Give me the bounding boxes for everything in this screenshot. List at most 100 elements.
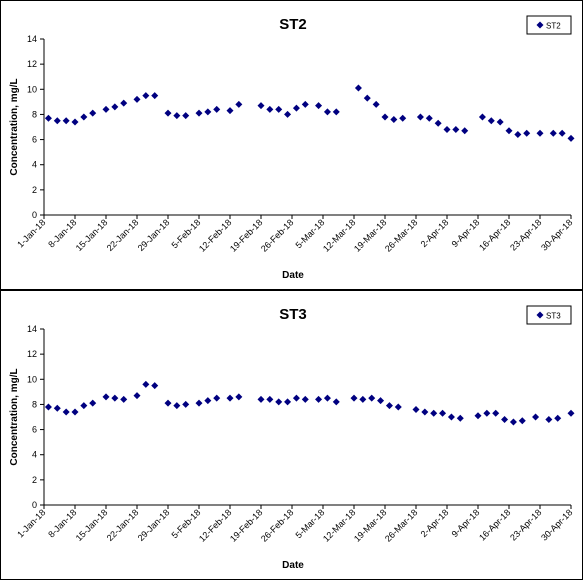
data-point — [332, 398, 340, 406]
x-tick-label: 12-Mar-18 — [321, 507, 357, 543]
data-point — [461, 127, 469, 135]
data-point — [492, 409, 500, 417]
data-point — [421, 408, 429, 416]
x-tick-label: 1-Jan-18 — [15, 507, 47, 539]
data-point — [275, 398, 283, 406]
y-tick-label: 6 — [32, 135, 37, 145]
data-point — [133, 95, 141, 103]
x-tick-label: 30-Apr-18 — [539, 217, 574, 252]
data-point — [390, 115, 398, 123]
legend-box — [526, 305, 572, 325]
y-tick-label: 10 — [27, 84, 37, 94]
data-point — [430, 409, 438, 417]
data-point — [363, 94, 371, 102]
data-point — [509, 418, 517, 426]
x-tick-label: 29-Jan-18 — [136, 217, 172, 253]
data-point — [102, 393, 110, 401]
y-tick-label: 2 — [32, 185, 37, 195]
data-point — [292, 104, 300, 112]
data-point — [235, 100, 243, 108]
x-tick-label: 22-Jan-18 — [105, 217, 141, 253]
y-tick-label: 8 — [32, 109, 37, 119]
data-point — [44, 403, 52, 411]
data-point — [284, 110, 292, 118]
legend-box — [526, 15, 572, 35]
data-point — [554, 414, 562, 422]
data-point — [514, 131, 522, 139]
x-tick-label: 2-Apr-18 — [419, 507, 451, 539]
chart-title: ST2 — [279, 16, 307, 33]
data-point — [399, 114, 407, 122]
legend: ST3 — [526, 305, 572, 325]
data-point — [532, 413, 540, 421]
x-tick-label: 8-Jan-18 — [46, 507, 78, 539]
data-point — [523, 129, 531, 137]
data-point — [133, 392, 141, 400]
x-tick-label: 9-Apr-18 — [450, 507, 482, 539]
data-point — [89, 399, 97, 407]
data-point — [549, 129, 557, 137]
data-point — [483, 409, 491, 417]
data-point — [332, 108, 340, 116]
y-tick-label: 0 — [32, 210, 37, 220]
x-tick-label: 23-Apr-18 — [508, 507, 543, 542]
data-point — [71, 118, 79, 126]
data-point — [151, 382, 159, 390]
data-point — [487, 117, 495, 125]
data-point — [80, 113, 88, 121]
y-axis-label: Concentration, mg/L — [9, 78, 20, 175]
y-tick-label: 14 — [27, 324, 37, 334]
data-point — [452, 126, 460, 134]
chart-panel-st3: ST3 Date Concentration, mg/L ST3 0 2 4 6 8 10… — [0, 290, 583, 580]
data-point — [71, 408, 79, 416]
data-point — [377, 397, 385, 405]
data-point — [505, 127, 513, 135]
data-point — [443, 126, 451, 134]
data-point — [164, 399, 172, 407]
x-tick-label: 19-Mar-18 — [352, 507, 388, 543]
data-point — [173, 402, 181, 410]
x-tick-label: 12-Feb-18 — [197, 217, 233, 253]
x-tick-label: 16-Apr-18 — [477, 507, 512, 542]
data-point — [62, 408, 70, 416]
x-tick-label: 19-Feb-18 — [228, 507, 264, 543]
x-tick-label: 22-Jan-18 — [105, 507, 141, 543]
x-axis-label: Date — [282, 560, 304, 571]
data-point — [257, 395, 265, 403]
x-tick-label: 19-Mar-18 — [352, 217, 388, 253]
x-tick-label: 26-Feb-18 — [259, 217, 295, 253]
data-point — [545, 416, 553, 424]
data-point — [173, 112, 181, 120]
data-point — [53, 117, 61, 125]
data-point — [518, 417, 526, 425]
data-point — [226, 394, 234, 402]
data-point — [474, 412, 482, 420]
data-point — [53, 404, 61, 412]
data-point — [275, 105, 283, 113]
data-point — [434, 119, 442, 127]
data-point — [62, 117, 70, 125]
data-point — [284, 398, 292, 406]
y-tick-label: 12 — [27, 349, 37, 359]
x-tick-label: 12-Mar-18 — [321, 217, 357, 253]
data-point — [381, 113, 389, 121]
y-axis-label: Concentration, mg/L — [9, 368, 20, 465]
data-point — [323, 394, 331, 402]
data-point — [164, 109, 172, 117]
data-point — [350, 394, 358, 402]
data-point — [111, 103, 119, 111]
y-tick-label: 12 — [27, 59, 37, 69]
data-point — [368, 394, 376, 402]
data-point — [195, 399, 203, 407]
data-point — [182, 400, 190, 408]
y-tick-label: 6 — [32, 425, 37, 435]
data-point — [558, 129, 566, 137]
data-point — [195, 109, 203, 117]
y-tick-label: 14 — [27, 34, 37, 44]
x-tick-label: 26-Mar-18 — [383, 217, 419, 253]
chart-title: ST3 — [279, 306, 307, 323]
data-point — [151, 92, 159, 100]
chart-st2: ST2 Date Concentration, mg/L ST2 0 2 4 6 8 10… — [9, 15, 575, 281]
chart-st3: ST3 Date Concentration, mg/L ST3 0 2 4 6 8 10… — [9, 305, 575, 571]
x-tick-label: 19-Feb-18 — [228, 217, 264, 253]
